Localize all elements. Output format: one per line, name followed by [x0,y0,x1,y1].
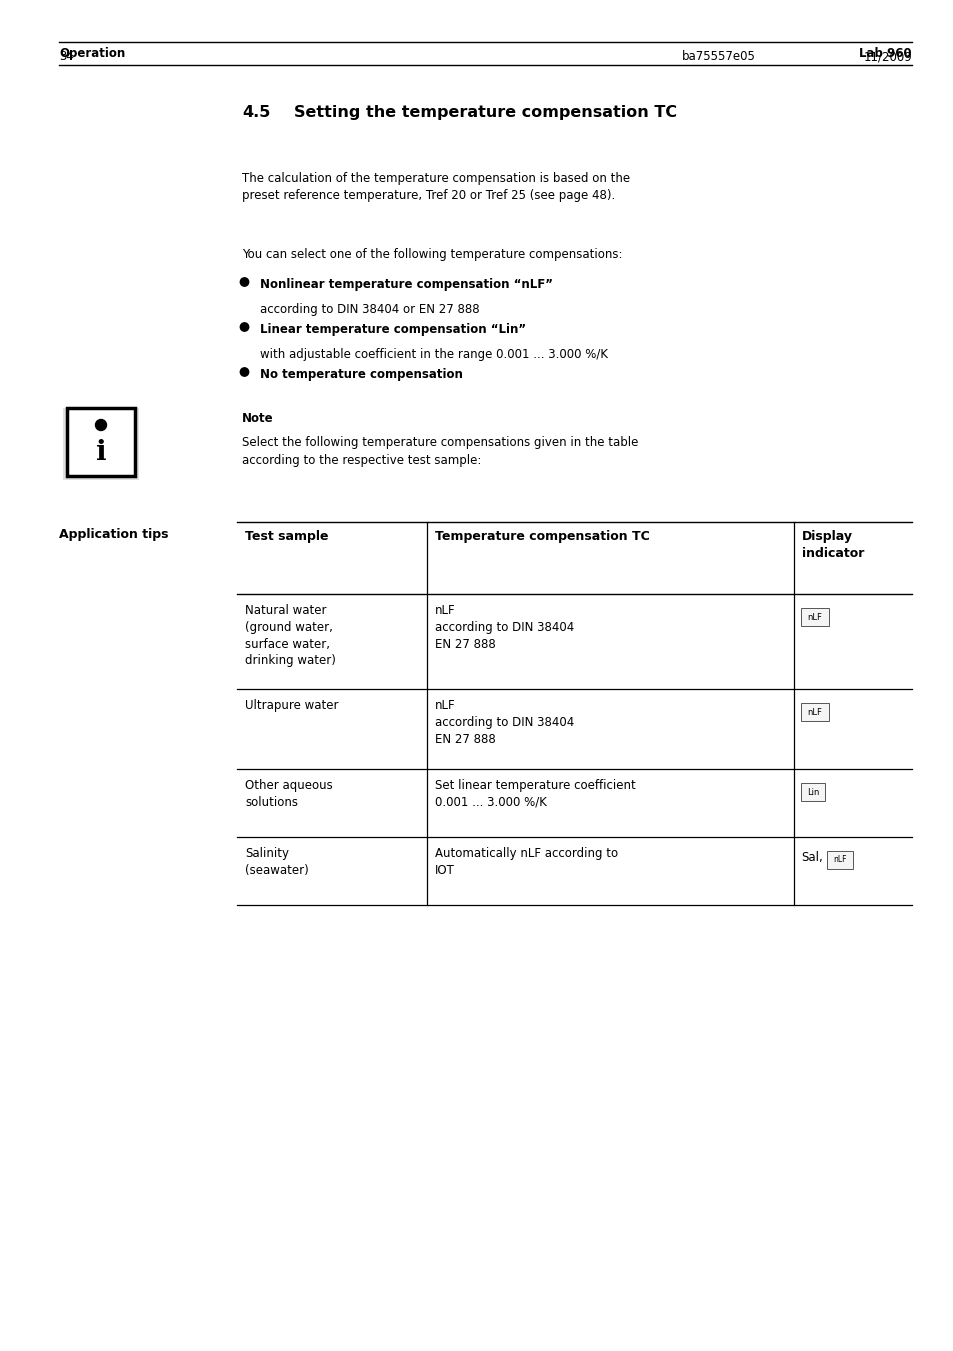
Bar [800,608,828,627]
Text: Application tips: Application tips [59,528,169,540]
Text: Select the following temperature compensations given in the table
according to t: Select the following temperature compens… [242,436,638,466]
Text: nLF: nLF [806,613,821,621]
Text: Natural water
(ground water,
surface water,
drinking water): Natural water (ground water, surface wat… [245,604,335,667]
Text: nLF
according to DIN 38404
EN 27 888: nLF according to DIN 38404 EN 27 888 [435,698,574,746]
Text: Linear temperature compensation “Lin”: Linear temperature compensation “Lin” [260,323,525,336]
Text: nLF
according to DIN 38404
EN 27 888: nLF according to DIN 38404 EN 27 888 [435,604,574,651]
Text: Temperature compensation TC: Temperature compensation TC [435,530,649,543]
Circle shape [95,420,107,431]
Text: Test sample: Test sample [245,530,328,543]
Bar [826,851,852,869]
Text: Nonlinear temperature compensation “nLF”: Nonlinear temperature compensation “nLF” [260,278,553,290]
Text: 4.5: 4.5 [242,105,270,120]
Text: with adjustable coefficient in the range 0.001 ... 3.000 %/K: with adjustable coefficient in the range… [260,349,607,361]
Text: nLF: nLF [833,855,846,865]
Text: No temperature compensation: No temperature compensation [260,367,462,381]
Text: Display
indicator: Display indicator [801,530,863,561]
Text: The calculation of the temperature compensation is based on the
preset reference: The calculation of the temperature compe… [242,172,630,203]
Text: Salinity
(seawater): Salinity (seawater) [245,847,309,877]
Text: Note: Note [242,412,274,426]
Text: You can select one of the following temperature compensations:: You can select one of the following temp… [242,249,622,261]
Circle shape [240,278,249,286]
Text: Set linear temperature coefficient
0.001 ... 3.000 %/K: Set linear temperature coefficient 0.001… [435,780,636,809]
Text: according to DIN 38404 or EN 27 888: according to DIN 38404 or EN 27 888 [260,303,479,316]
Text: Ultrapure water: Ultrapure water [245,698,338,712]
Circle shape [240,323,249,331]
Text: Other aqueous
solutions: Other aqueous solutions [245,780,333,809]
Bar [63,408,139,480]
Bar [67,408,135,476]
Text: Lab 960: Lab 960 [859,47,911,59]
Text: Sal,: Sal, [800,851,821,863]
Text: i: i [95,439,106,466]
Text: Automatically nLF according to
IOT: Automatically nLF according to IOT [435,847,618,877]
Bar [800,703,828,721]
Text: Lin: Lin [806,788,819,797]
Text: Operation: Operation [59,47,125,59]
Bar [800,784,824,801]
Text: Setting the temperature compensation TC: Setting the temperature compensation TC [294,105,677,120]
Text: nLF: nLF [806,708,821,717]
Text: ba75557e05: ba75557e05 [681,50,755,63]
Text: 34: 34 [59,50,73,63]
Text: 11/2009: 11/2009 [862,50,911,63]
Circle shape [240,367,249,376]
